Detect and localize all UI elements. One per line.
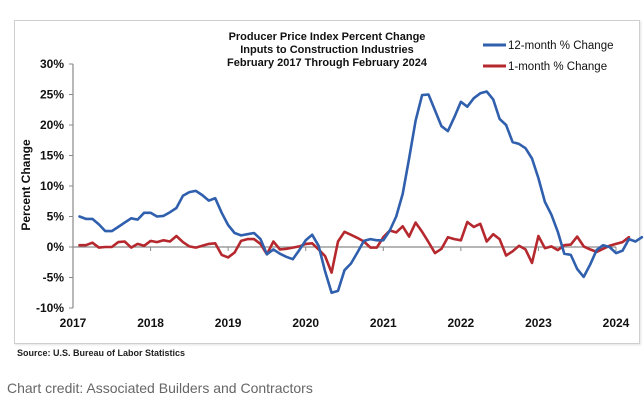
axes: 30% 25% 20% 15% 10% 5% 0% -5% -10%2017 2018 2019 20… [36,57,630,330]
y-tick-label: 25% [40,88,64,102]
y-tick-label: -10% [36,301,64,315]
x-tick-label: 2019 [215,316,242,330]
x-tick-label: 2020 [292,316,319,330]
y-axis-label: Percent Change [19,139,33,231]
legend-label-1-month: 1-month % Change [508,61,607,73]
series-line-12-month [78,90,644,295]
chart-title-line-3: February 2017 Through February 2024 [227,57,428,69]
chart-title: Producer Price Index Percent Change Inpu… [227,31,428,69]
chart-frame [14,20,640,344]
y-tick-label: 15% [40,149,64,163]
legend-label-12-month: 12-month % Change [508,40,613,52]
chart-credit-caption: Chart credit: Associated Builders and Co… [7,380,313,396]
y-tick-label: -5% [43,271,65,285]
y-tick-label: 30% [40,57,64,71]
source-note: Source: U.S. Bureau of Labor Statistics [17,348,186,358]
x-tick-label: 2018 [137,316,164,330]
series-lines [78,90,644,295]
chart-title-line-2: Inputs to Construction Industries [240,44,414,56]
x-tick-label: 2024 [603,316,630,330]
x-tick-label: 2022 [448,316,475,330]
y-tick-label: 10% [40,179,64,193]
x-tick-label: 2023 [525,316,552,330]
chart-title-line-1: Producer Price Index Percent Change [229,31,426,43]
y-tick-label: 0% [47,240,65,254]
y-tick-label: 20% [40,118,64,132]
x-tick-label: 2017 [60,316,87,330]
series-line-1-month [78,220,631,274]
x-tick-label: 2021 [370,316,397,330]
legend: 12-month % Change 1-month % Change [483,40,613,73]
y-tick-label: 5% [47,210,65,224]
